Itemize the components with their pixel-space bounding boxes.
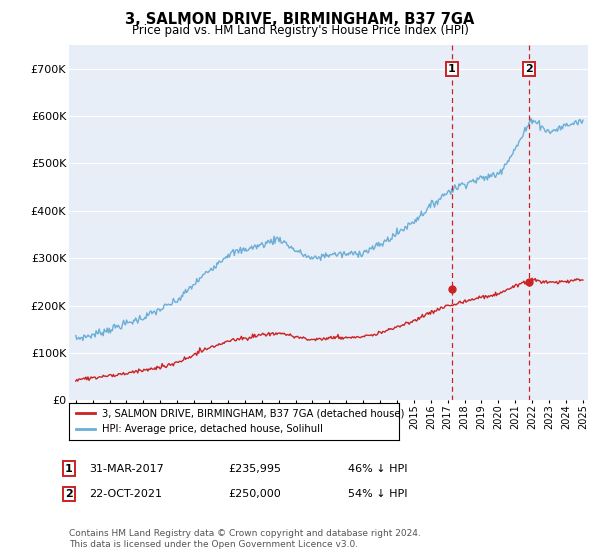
Text: 2: 2 [525,63,533,73]
Text: 1: 1 [448,63,456,73]
Text: 54% ↓ HPI: 54% ↓ HPI [348,489,407,499]
Text: 2: 2 [65,489,73,499]
Text: 22-OCT-2021: 22-OCT-2021 [89,489,162,499]
Text: £250,000: £250,000 [228,489,281,499]
Text: 3, SALMON DRIVE, BIRMINGHAM, B37 7GA (detached house): 3, SALMON DRIVE, BIRMINGHAM, B37 7GA (de… [102,408,404,418]
Text: 1: 1 [65,464,73,474]
Text: 46% ↓ HPI: 46% ↓ HPI [348,464,407,474]
Text: 3, SALMON DRIVE, BIRMINGHAM, B37 7GA: 3, SALMON DRIVE, BIRMINGHAM, B37 7GA [125,12,475,27]
Text: £235,995: £235,995 [228,464,281,474]
Text: HPI: Average price, detached house, Solihull: HPI: Average price, detached house, Soli… [102,424,323,435]
Text: Contains HM Land Registry data © Crown copyright and database right 2024.
This d: Contains HM Land Registry data © Crown c… [69,529,421,549]
Text: 31-MAR-2017: 31-MAR-2017 [89,464,164,474]
Text: Price paid vs. HM Land Registry's House Price Index (HPI): Price paid vs. HM Land Registry's House … [131,24,469,36]
